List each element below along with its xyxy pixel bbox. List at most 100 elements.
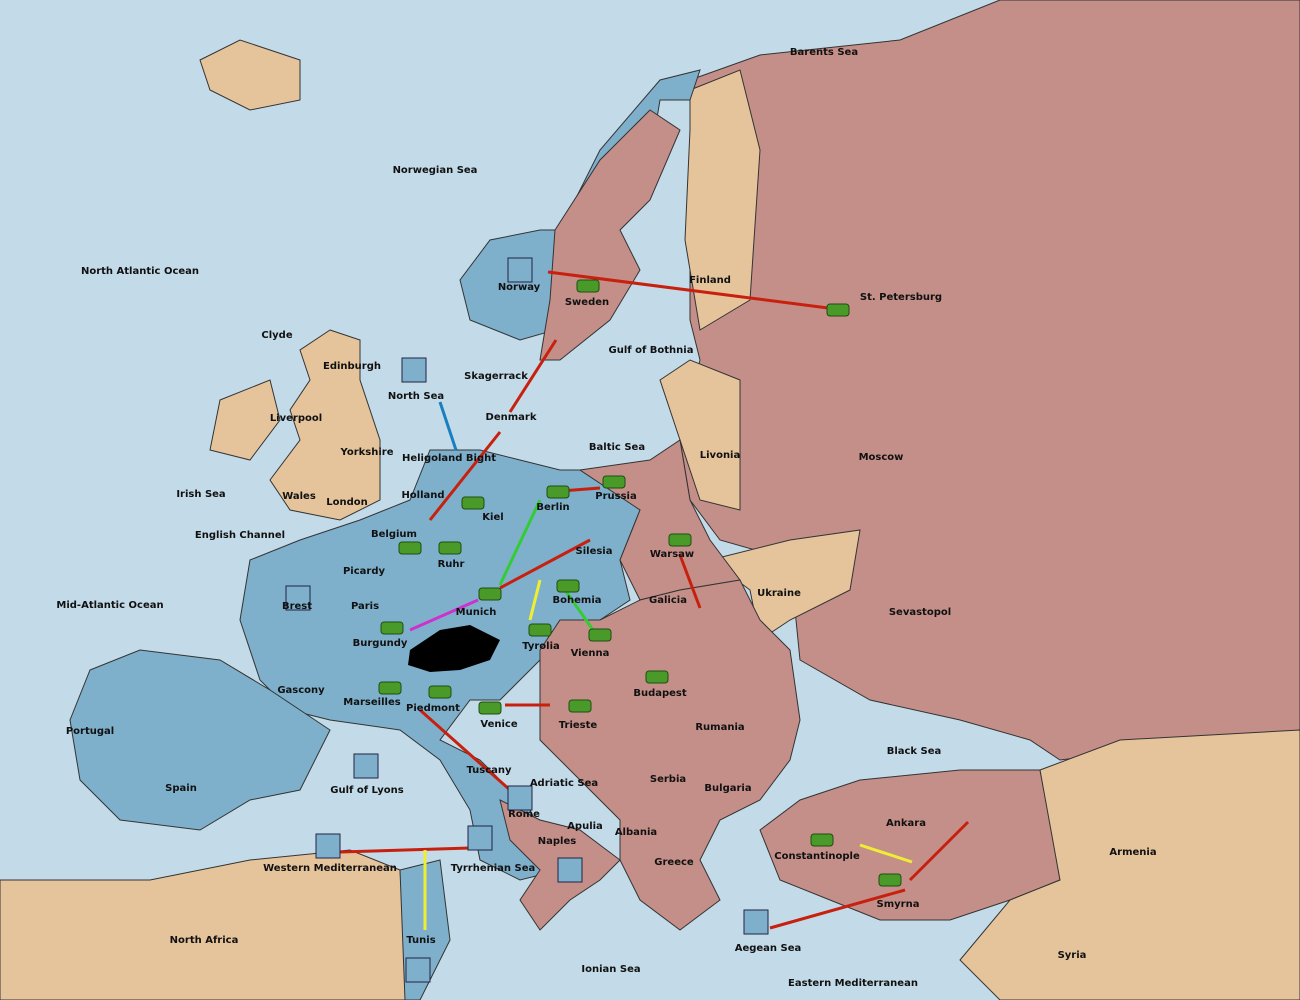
region-label: Galicia [649, 595, 687, 606]
region-label: Smyrna [877, 899, 920, 910]
army-unit [378, 681, 402, 695]
region-label: Syria [1058, 950, 1087, 961]
region-label: Ionian Sea [581, 964, 640, 975]
order-arrow [438, 401, 458, 451]
region-label: Irish Sea [176, 489, 225, 500]
army-unit [568, 699, 592, 713]
region-label: Denmark [486, 412, 537, 423]
region-label: Prussia [595, 491, 636, 502]
region-label: Rumania [695, 722, 744, 733]
region-label: Spain [165, 783, 197, 794]
region-label: Tyrolia [522, 641, 560, 652]
region-label: North Africa [170, 935, 239, 946]
region-label: Naples [538, 836, 576, 847]
order-arrow [428, 431, 502, 521]
region-label: Livonia [700, 450, 740, 461]
order-arrow [908, 820, 970, 882]
region-label: Norway [498, 282, 541, 293]
fleet-unit [285, 585, 311, 611]
region-label: Skagerrack [464, 371, 528, 382]
order-arrow [547, 270, 829, 310]
army-unit [668, 533, 692, 547]
region-label: Liverpool [270, 413, 322, 424]
region-label: Albania [615, 827, 657, 838]
region-label: Western Mediterranean [263, 863, 397, 874]
fleet-unit [353, 753, 379, 779]
region-label: Adriatic Sea [530, 778, 598, 789]
region-label: Warsaw [650, 549, 694, 560]
order-arrow [499, 538, 591, 590]
army-unit [878, 873, 902, 887]
region-label: Brest [282, 601, 312, 612]
region-label: Ankara [886, 818, 926, 829]
region-label: Piedmont [406, 703, 460, 714]
region-label: Norwegian Sea [393, 165, 478, 176]
army-unit [461, 496, 485, 510]
region-label: Bohemia [553, 595, 602, 606]
region-label: Clyde [261, 330, 292, 341]
region-label: Aegean Sea [735, 943, 802, 954]
region-label: Heligoland Bight [402, 453, 496, 464]
region-label: Apulia [567, 821, 603, 832]
region-label: Gulf of Bothnia [609, 345, 694, 356]
army-unit [556, 579, 580, 593]
fleet-unit [507, 785, 533, 811]
region-label: Sevastopol [889, 607, 951, 618]
region-label: Paris [351, 601, 379, 612]
region-label: Baltic Sea [589, 442, 645, 453]
army-unit [602, 475, 626, 489]
region-label: Sweden [565, 297, 609, 308]
army-unit [428, 685, 452, 699]
region-label: Barents Sea [790, 47, 858, 58]
order-arrow [859, 843, 913, 864]
region-label: Bulgaria [704, 783, 751, 794]
region-label: Trieste [559, 720, 598, 731]
order-arrow [409, 598, 479, 632]
region-label: Wales [282, 491, 316, 502]
fleet-unit [401, 357, 427, 383]
order-arrow [508, 339, 558, 413]
region-label: London [326, 497, 368, 508]
region-label: Eastern Mediterranean [788, 978, 918, 989]
orders [339, 270, 970, 930]
fleet-unit [467, 825, 493, 851]
army-unit [546, 485, 570, 499]
order-arrow [769, 888, 906, 930]
region-label: Tunis [406, 935, 435, 946]
fleet-unit [507, 257, 533, 283]
army-unit [478, 587, 502, 601]
region-label: St. Petersburg [860, 292, 942, 303]
region-label: North Sea [388, 391, 444, 402]
army-unit [576, 279, 600, 293]
region-label: Silesia [576, 546, 613, 557]
region-label: Armenia [1109, 847, 1156, 858]
army-unit [398, 541, 422, 555]
army-unit [478, 701, 502, 715]
region-label: Greece [654, 857, 694, 868]
region-label: Gascony [277, 685, 325, 696]
region-label: Edinburgh [323, 361, 381, 372]
region-label: North Atlantic Ocean [81, 266, 199, 277]
region-label: Burgundy [353, 638, 408, 649]
order-arrow [339, 846, 471, 854]
region-label: English Channel [195, 530, 285, 541]
order-arrow [419, 708, 511, 792]
order-arrow [498, 499, 542, 586]
region-label: Yorkshire [340, 447, 394, 458]
army-unit [826, 303, 850, 317]
region-label: Serbia [650, 774, 686, 785]
region-label: Tyrrhenian Sea [451, 863, 536, 874]
region-label: Marseilles [343, 697, 400, 708]
army-unit [380, 621, 404, 635]
army-unit [528, 623, 552, 637]
region-label: Berlin [536, 502, 569, 513]
army-unit [438, 541, 462, 555]
army-unit [588, 628, 612, 642]
region-label: Constantinople [774, 851, 860, 862]
region-label: Portugal [66, 726, 114, 737]
region-label: Rome [508, 809, 540, 820]
region-label: Mid-Atlantic Ocean [56, 600, 163, 611]
region-label: Ruhr [438, 559, 465, 570]
